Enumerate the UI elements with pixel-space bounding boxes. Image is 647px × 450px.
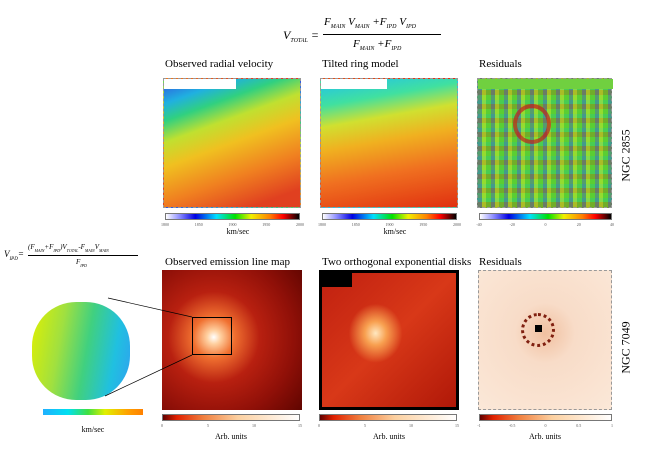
v-total-equation: VTOTAL = FMAIN VMAIN +FIPD VIPD FMAIN +F… — [283, 14, 443, 60]
fraction-bar — [323, 34, 441, 35]
tick-label: 15 — [298, 423, 302, 428]
tick-label: 2000 — [296, 222, 304, 227]
tick-label: -0.5 — [509, 423, 516, 428]
tick-label: 5 — [364, 423, 366, 428]
tick-label: 0.5 — [576, 423, 582, 428]
tick-label: 10 — [252, 423, 256, 428]
tick-label: 0 — [544, 222, 547, 227]
tick-label: 10 — [409, 423, 413, 428]
eq-term: )V — [60, 243, 67, 251]
eq-sub: TOTAL — [66, 248, 79, 253]
ipd-velocity-map — [32, 302, 130, 400]
panel-title: Two orthogonal exponential disks — [322, 256, 472, 268]
tick-label: 1950 — [262, 222, 271, 227]
eq-term: F — [76, 258, 81, 266]
colorbar-unit: km/sec — [81, 425, 105, 434]
eq-term: +F — [377, 38, 392, 50]
colorbar-unit: km/sec — [383, 227, 407, 236]
eq-sub: IPD — [391, 46, 402, 52]
eq-term: V — [348, 16, 355, 28]
tick-label: 2000 — [453, 222, 461, 227]
eq-lhs-sub: IPD — [9, 257, 18, 262]
tilted-ring-model-map — [320, 78, 458, 208]
eq-term: F — [353, 38, 360, 50]
eq-lhs-sub: TOTAL — [290, 38, 308, 44]
tick-label: 1850 — [194, 222, 203, 227]
tick-label: 1850 — [351, 222, 360, 227]
v-ipd-equation: VIPD= (FMAIN+FIPD)VTOTAL-FMAINVMAIN FIPD — [4, 243, 139, 273]
panel-title: Residuals — [479, 256, 522, 268]
tick-label: 0 — [544, 423, 547, 428]
panel-title: Observed emission line map — [165, 256, 290, 268]
emission-line-map — [162, 270, 302, 410]
eq-sub: MAIN — [359, 46, 375, 52]
panel-title: Observed radial velocity — [165, 58, 274, 70]
zoom-box — [192, 317, 232, 355]
velocity-colorbar — [165, 213, 300, 220]
eq-sub: MAIN — [84, 248, 95, 253]
tick-label: 15 — [455, 423, 459, 428]
eq-term: V — [399, 16, 406, 28]
eq-paren: (F — [28, 243, 35, 251]
tick-label: 1950 — [419, 222, 428, 227]
exponential-disks-model — [319, 270, 459, 410]
tick-label: 0 — [161, 423, 163, 428]
observed-velocity-map — [163, 78, 301, 208]
eq-sub: IPD — [53, 248, 61, 253]
tick-label: 1900 — [228, 222, 237, 227]
panel-title: Tilted ring model — [322, 58, 399, 70]
eq-lhs: V — [283, 28, 291, 42]
tick-label: 20 — [576, 222, 581, 227]
residual-colorbar — [479, 213, 612, 220]
arrow-bottom — [104, 354, 193, 397]
colorbar-unit: Arb. units — [215, 432, 247, 441]
eq-sub: MAIN — [330, 24, 346, 30]
eq-sub: MAIN — [98, 248, 109, 253]
tick-label: 0 — [318, 423, 320, 428]
model-colorbar — [322, 213, 457, 220]
eq-sub: MAIN — [354, 24, 370, 30]
tick-label: 40 — [610, 222, 614, 227]
eq-lhs: V — [4, 249, 10, 259]
tick-label: -1 — [477, 423, 481, 428]
colorbar-unit: Arb. units — [529, 432, 561, 441]
colorbar-unit: km/sec — [226, 227, 250, 236]
panel-title: Residuals — [479, 58, 522, 70]
tick-label: 1 — [611, 423, 613, 428]
eq-sub: IPD — [80, 263, 87, 268]
eq-term: +F — [372, 16, 387, 28]
residuals-map-ngc2855 — [477, 78, 613, 208]
tick-label: 1800 — [161, 222, 169, 227]
eq-term: -F — [78, 243, 85, 251]
eq-term: +F — [44, 243, 54, 251]
arrow-top — [107, 297, 193, 318]
residuals-map-ngc7049 — [478, 270, 612, 410]
tick-label: 5 — [207, 423, 209, 428]
eq-sub: IPD — [405, 24, 416, 30]
tick-label: 1900 — [385, 222, 394, 227]
eq-sub: MAIN — [34, 248, 45, 253]
eq-term: F — [324, 16, 331, 28]
eq-sub: IPD — [386, 24, 397, 30]
eq-term: V — [94, 243, 99, 251]
tick-label: 1800 — [318, 222, 326, 227]
emission-colorbar — [162, 414, 300, 421]
tick-label: -40 — [476, 222, 482, 227]
residual-colorbar-2 — [479, 414, 612, 421]
fraction-bar — [28, 255, 138, 256]
colorbar-unit: Arb. units — [373, 432, 405, 441]
tick-label: -20 — [509, 222, 515, 227]
disks-colorbar — [319, 414, 457, 421]
ipd-colorbar — [43, 409, 143, 415]
